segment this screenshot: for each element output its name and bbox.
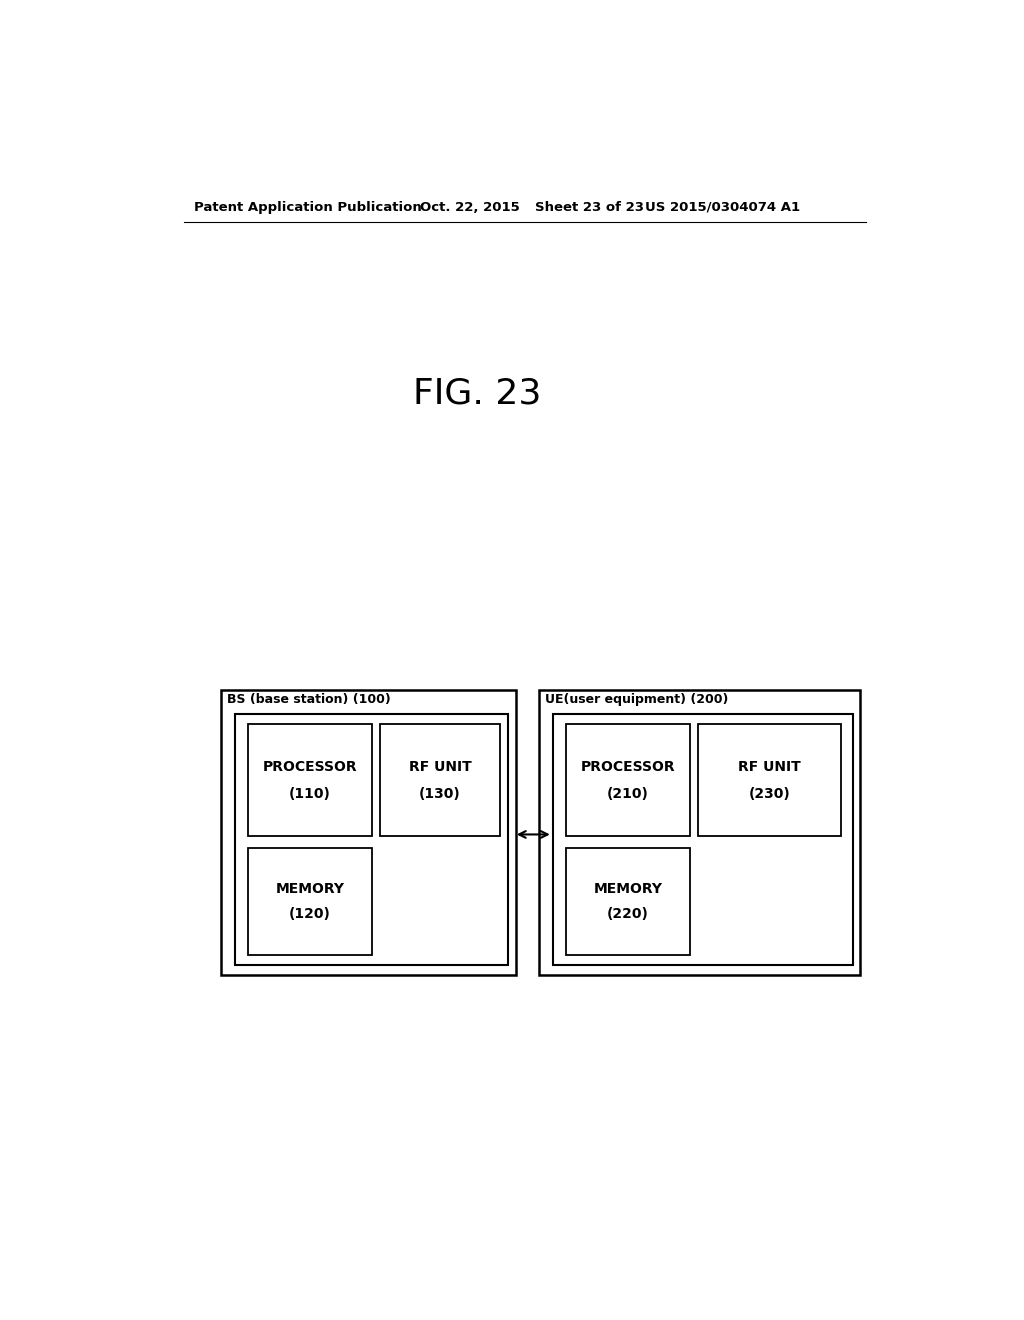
Text: MEMORY: MEMORY xyxy=(275,882,345,895)
Text: (210): (210) xyxy=(607,787,649,800)
Text: PROCESSOR: PROCESSOR xyxy=(581,760,675,774)
Text: UE(user equipment) (200): UE(user equipment) (200) xyxy=(545,693,728,706)
Bar xyxy=(553,714,853,965)
Bar xyxy=(566,725,690,836)
Text: Sheet 23 of 23: Sheet 23 of 23 xyxy=(536,201,644,214)
Text: BS (base station) (100): BS (base station) (100) xyxy=(227,693,391,706)
Bar xyxy=(234,714,508,965)
Bar xyxy=(248,847,372,956)
Text: (130): (130) xyxy=(419,787,461,800)
Text: (220): (220) xyxy=(607,907,649,921)
Text: Oct. 22, 2015: Oct. 22, 2015 xyxy=(420,201,520,214)
Bar xyxy=(697,725,841,836)
Text: (110): (110) xyxy=(289,787,331,800)
Text: Patent Application Publication: Patent Application Publication xyxy=(194,201,422,214)
Text: (230): (230) xyxy=(749,787,791,800)
Bar xyxy=(248,725,372,836)
Bar xyxy=(380,725,500,836)
Text: RF UNIT: RF UNIT xyxy=(409,760,471,774)
Text: FIG. 23: FIG. 23 xyxy=(413,376,542,411)
Text: RF UNIT: RF UNIT xyxy=(738,760,801,774)
Text: (120): (120) xyxy=(289,907,331,921)
Bar xyxy=(566,847,690,956)
Text: US 2015/0304074 A1: US 2015/0304074 A1 xyxy=(645,201,800,214)
Bar xyxy=(221,689,515,974)
Bar xyxy=(539,689,860,974)
Text: PROCESSOR: PROCESSOR xyxy=(263,760,357,774)
Text: MEMORY: MEMORY xyxy=(593,882,663,895)
